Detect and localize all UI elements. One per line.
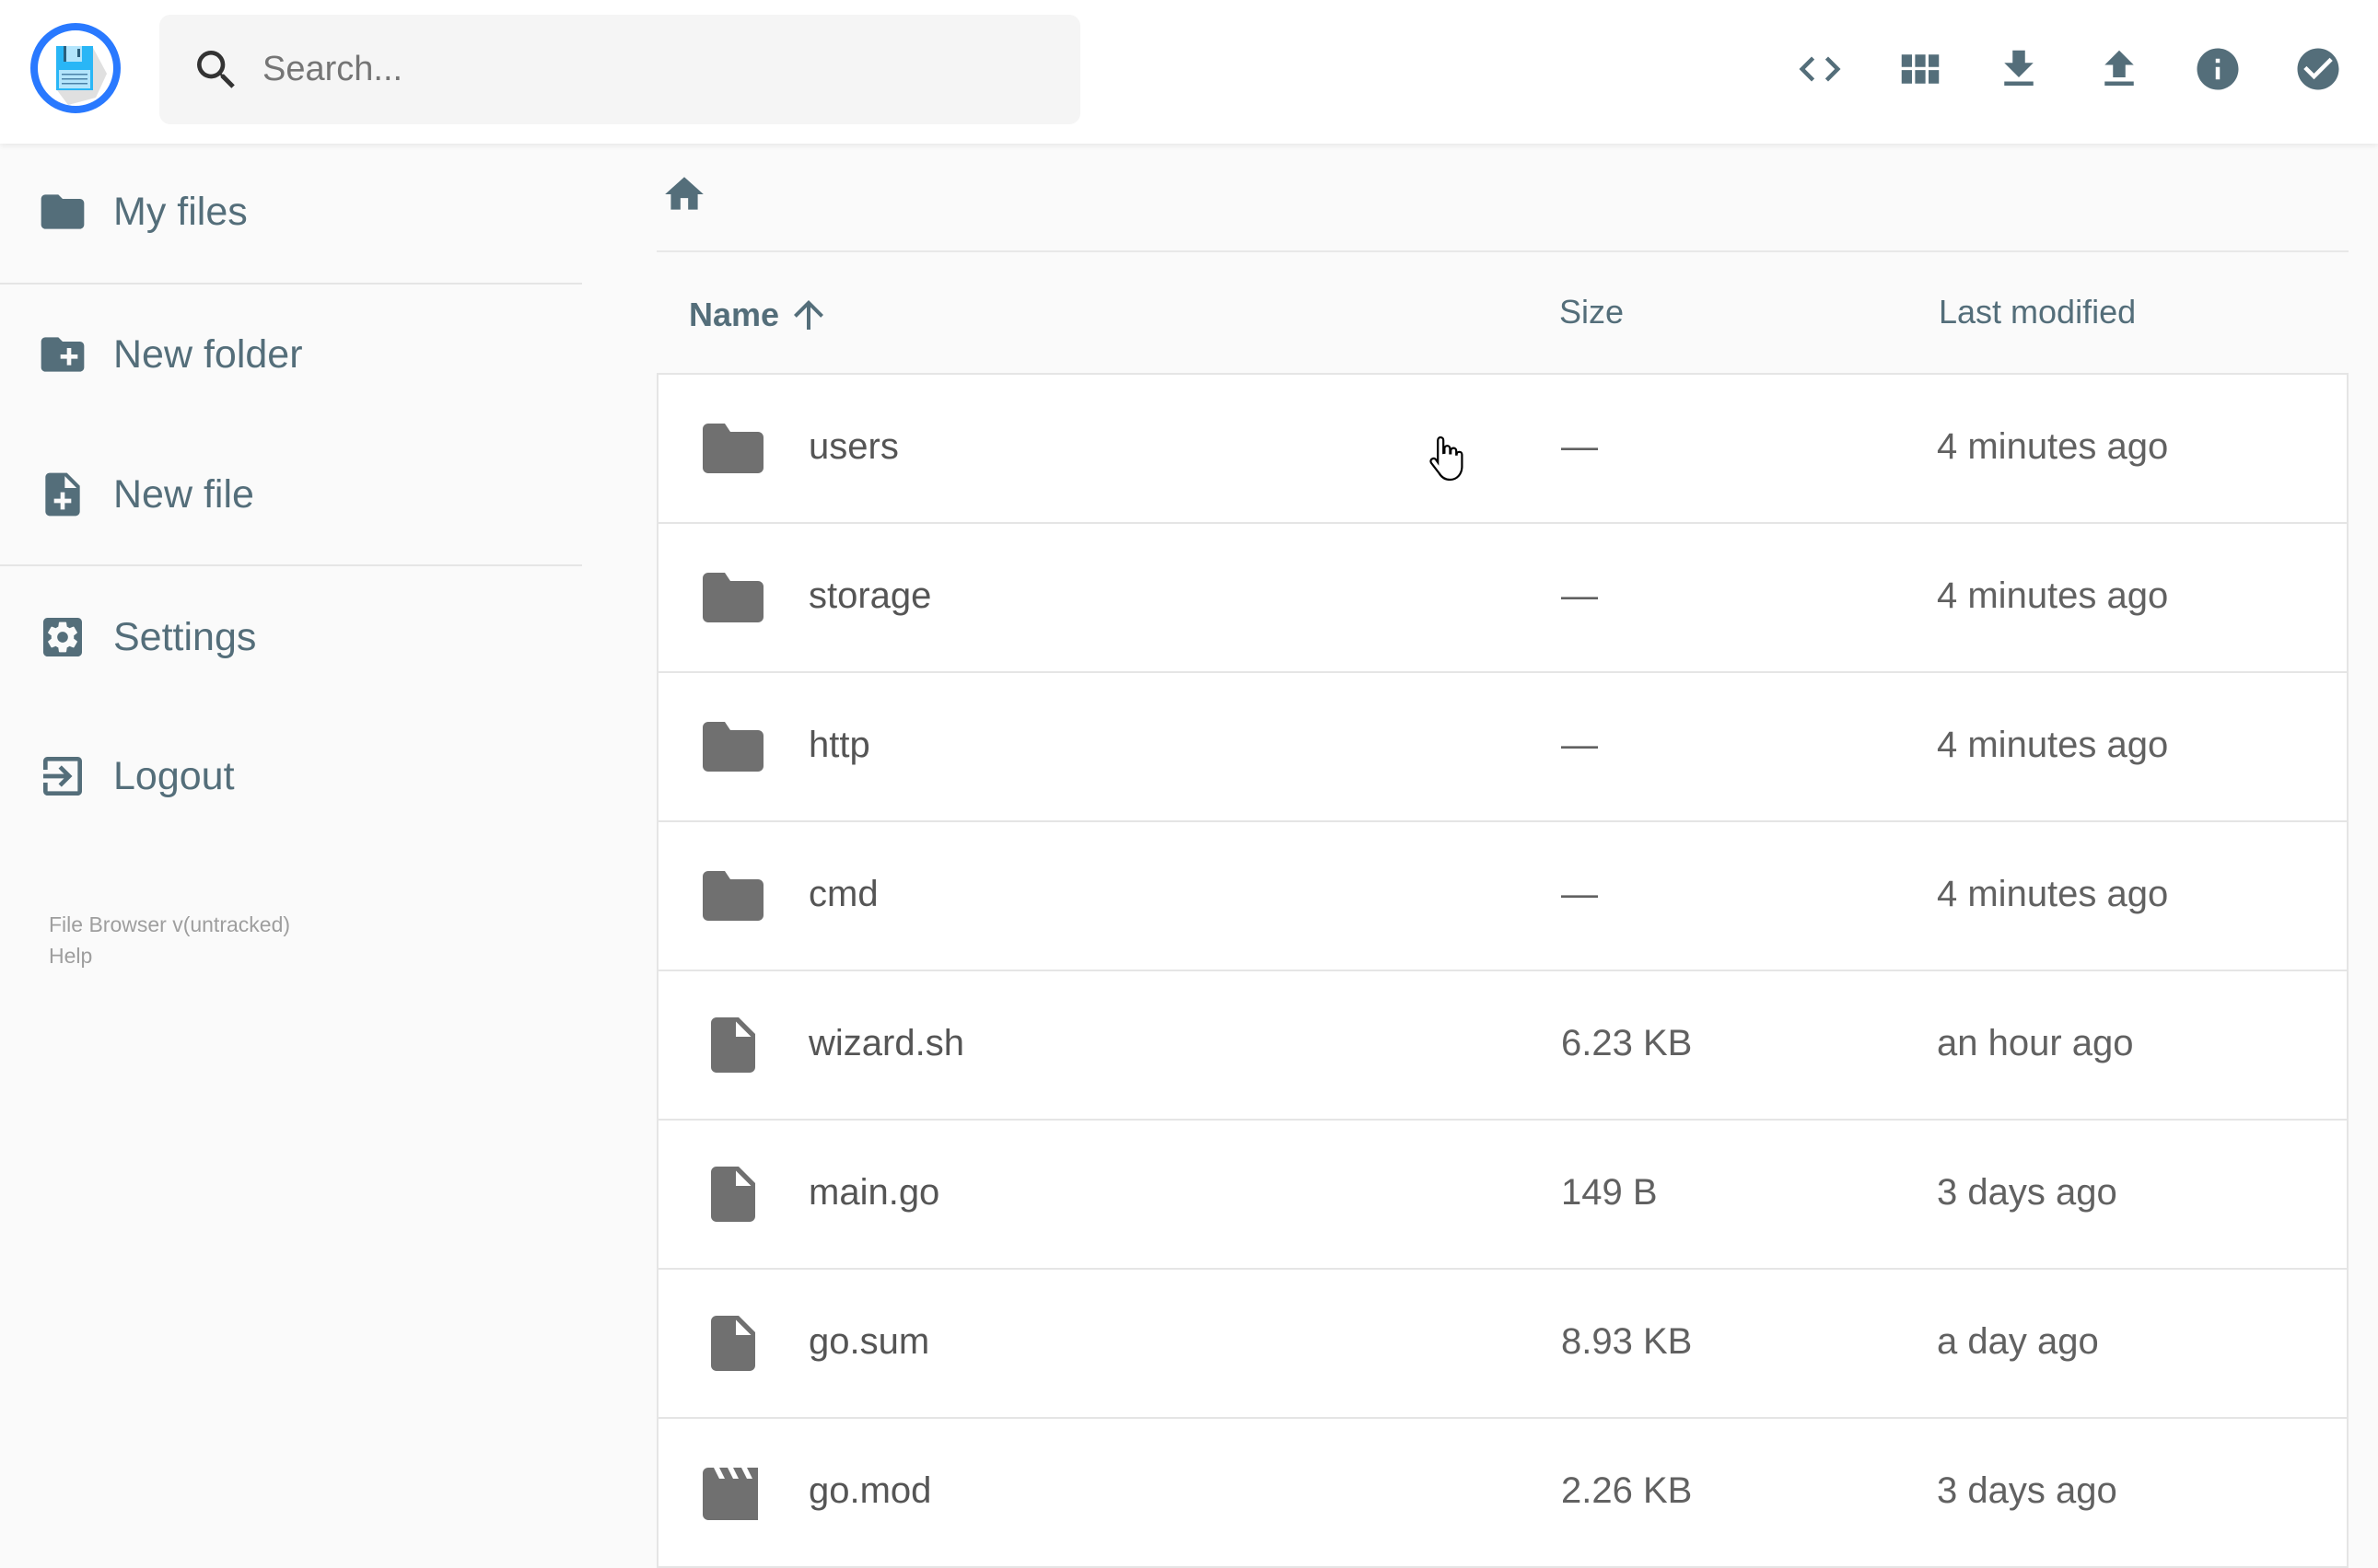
- file-modified: a day ago: [1937, 1321, 2099, 1362]
- search-input[interactable]: [262, 50, 999, 89]
- sidebar-item-new-folder[interactable]: New folder: [0, 313, 582, 396]
- upload-icon: [2104, 50, 2134, 86]
- name-header: Name: [689, 296, 780, 333]
- search-bar[interactable]: [159, 15, 1080, 124]
- sidebar-item-label: New folder: [113, 331, 303, 377]
- home-icon[interactable]: [661, 171, 707, 217]
- file-size: —: [1561, 874, 1598, 914]
- file-icon-wrap: [700, 1316, 766, 1373]
- download-button[interactable]: [1994, 44, 2044, 94]
- file-size: 8.93 KB: [1561, 1321, 1693, 1362]
- sidebar-item-label: My files: [113, 189, 248, 234]
- file-icon-wrap: [700, 1167, 766, 1224]
- file-name: cmd: [809, 874, 879, 914]
- version-text: File Browser v(untracked): [49, 912, 291, 936]
- folder-icon: [41, 194, 85, 229]
- file-name: wizard.sh: [809, 1023, 964, 1063]
- movie-icon: [703, 1468, 758, 1520]
- table-row[interactable]: http — 4 minutes ago: [659, 673, 2347, 822]
- download-icon: [2004, 50, 2034, 86]
- select-multiple-button[interactable]: [2293, 44, 2343, 94]
- folder-icon-wrap: [700, 421, 766, 478]
- file-name: http: [809, 725, 870, 765]
- divider: [0, 283, 582, 285]
- sidebar-item-settings[interactable]: Settings: [0, 596, 582, 679]
- table-row[interactable]: go.mod 2.26 KB 3 days ago: [659, 1419, 2347, 1568]
- file-size: —: [1561, 575, 1598, 616]
- file-icon: [711, 1316, 755, 1371]
- file-size: 6.23 KB: [1561, 1023, 1693, 1063]
- sidebar-item-new-file[interactable]: New file: [0, 453, 582, 536]
- file-size: 2.26 KB: [1561, 1470, 1693, 1511]
- file-modified: 4 minutes ago: [1937, 426, 2169, 467]
- sort-by-modified[interactable]: Last modified: [1939, 293, 2137, 331]
- file-list: users — 4 minutes ago storage — 4 minutes ago…: [657, 373, 2349, 1568]
- folder-icon-wrap: [700, 570, 766, 627]
- file-name: go.sum: [809, 1321, 930, 1362]
- file-icon: [711, 1017, 755, 1073]
- code-icon: [1799, 56, 1841, 82]
- file-modified: an hour ago: [1937, 1023, 2134, 1063]
- sidebar-item-label: New file: [113, 471, 254, 517]
- folder-icon: [703, 424, 764, 473]
- table-row[interactable]: cmd — 4 minutes ago: [659, 822, 2347, 971]
- file-size: —: [1561, 426, 1598, 467]
- exit-icon: [43, 757, 82, 796]
- sidebar-item-label: Logout: [113, 753, 235, 798]
- hand-cursor-icon: [1429, 436, 1463, 482]
- file-size: —: [1561, 725, 1598, 765]
- search-icon: [197, 50, 235, 88]
- file-name: users: [809, 426, 899, 467]
- folder-icon-wrap: [700, 719, 766, 776]
- note-add-icon: [45, 472, 80, 517]
- file-modified: 4 minutes ago: [1937, 575, 2169, 616]
- help-link[interactable]: Help: [49, 944, 93, 968]
- file-name: main.go: [809, 1172, 940, 1213]
- grid-view-icon: [1901, 54, 1940, 84]
- file-icon-wrap: [700, 1017, 766, 1074]
- table-row[interactable]: wizard.sh 6.23 KB an hour ago: [659, 971, 2347, 1121]
- folder-icon: [703, 722, 764, 772]
- upload-button[interactable]: [2094, 44, 2144, 94]
- check-circle-icon: [2297, 48, 2339, 90]
- sidebar-item-label: Settings: [113, 614, 257, 659]
- folder-icon-wrap: [700, 868, 766, 925]
- divider: [0, 564, 582, 566]
- folder-icon: [703, 573, 764, 622]
- table-row[interactable]: go.sum 8.93 KB a day ago: [659, 1270, 2347, 1419]
- file-browser-logo[interactable]: [29, 22, 122, 114]
- settings-icon: [43, 618, 82, 656]
- file-modified: 3 days ago: [1937, 1172, 2117, 1213]
- video-icon-wrap: [700, 1465, 766, 1522]
- file-name: storage: [809, 575, 932, 616]
- arrow-up-icon: [794, 300, 824, 330]
- table-header: Name Size Last modified: [657, 254, 2349, 373]
- sidebar: My files New folder New file Settings Lo…: [0, 144, 582, 1528]
- info-button[interactable]: [2193, 44, 2243, 94]
- file-modified: 4 minutes ago: [1937, 874, 2169, 914]
- file-modified: 3 days ago: [1937, 1470, 2117, 1511]
- table-row[interactable]: main.go 149 B 3 days ago: [659, 1121, 2347, 1270]
- header: [0, 0, 2378, 144]
- file-modified: 4 minutes ago: [1937, 725, 2169, 765]
- info-icon: [2197, 48, 2239, 90]
- sidebar-item-logout[interactable]: Logout: [0, 735, 582, 818]
- file-name: go.mod: [809, 1470, 932, 1511]
- toggle-shell-button[interactable]: [1795, 44, 1845, 94]
- file-icon: [711, 1167, 755, 1222]
- table-row[interactable]: users — 4 minutes ago: [659, 375, 2347, 524]
- file-size: 149 B: [1561, 1172, 1658, 1213]
- switch-view-button[interactable]: [1895, 44, 1945, 94]
- sort-by-size[interactable]: Size: [1559, 293, 1625, 331]
- sort-by-name[interactable]: Name: [689, 293, 831, 337]
- create-new-folder-icon: [41, 337, 85, 372]
- breadcrumb-divider: [657, 250, 2349, 252]
- sidebar-item-my-files[interactable]: My files: [0, 170, 582, 253]
- table-row[interactable]: storage — 4 minutes ago: [659, 524, 2347, 673]
- folder-icon: [703, 871, 764, 921]
